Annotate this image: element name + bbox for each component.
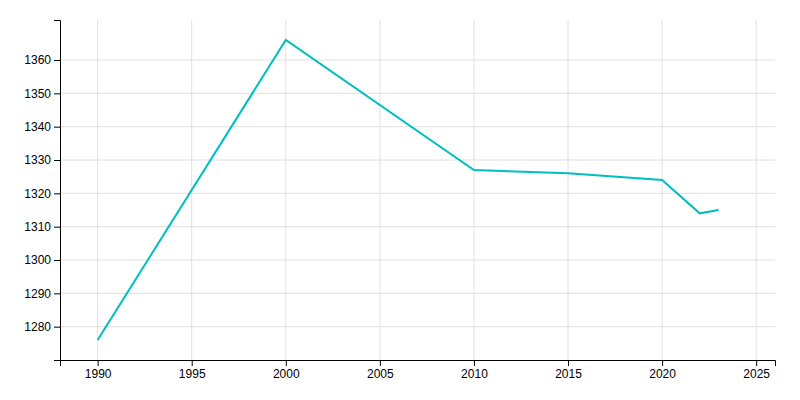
- x-axis: 1990 1995 2000 2005 2010 2015 2020 2025: [61, 360, 776, 381]
- x-tick-label: 2020: [649, 367, 676, 381]
- x-tick: 1995: [179, 360, 206, 381]
- x-tick-mark: [380, 360, 381, 366]
- y-tick: 1300: [24, 253, 60, 267]
- y-tick: 1330: [24, 153, 60, 167]
- y-tick: 1360: [24, 53, 60, 67]
- y-tick-label: 1330: [24, 153, 51, 167]
- x-tick-label: 1990: [85, 367, 112, 381]
- y-tick-label: 1300: [24, 253, 51, 267]
- y-tick: 1340: [24, 120, 60, 134]
- x-tick-mark: [756, 360, 757, 366]
- y-tick-mark: [54, 127, 60, 128]
- x-tick-mark: [474, 360, 475, 366]
- x-grid-line: [756, 20, 757, 360]
- x-tick: 2020: [649, 360, 676, 381]
- y-grid-line: [60, 60, 775, 61]
- y-tick: 1320: [24, 187, 60, 201]
- x-tick-mark: [286, 360, 287, 366]
- y-tick: 1280: [24, 320, 60, 334]
- y-tick-mark: [54, 60, 60, 61]
- y-axis: 1280 1290 1300 1310 1320 1330 1340 1350 1360: [24, 21, 60, 361]
- x-tick: 2015: [555, 360, 582, 381]
- x-tick: 2005: [367, 360, 394, 381]
- x-tick-label: 2010: [461, 367, 488, 381]
- x-tick: 1990: [85, 360, 112, 381]
- marks: [98, 40, 719, 340]
- y-tick-mark: [54, 327, 60, 328]
- plot-area: 1990 1995 2000 2005 2010 2015 2020 2025 1280 1290…: [24, 20, 775, 381]
- y-tick: 1310: [24, 220, 60, 234]
- y-tick-mark: [54, 227, 60, 228]
- y-grid-line: [60, 160, 775, 161]
- x-grid-line: [473, 20, 474, 360]
- x-tick: 2025: [743, 360, 770, 381]
- y-axis-line: [54, 21, 61, 361]
- y-tick-label: 1350: [24, 87, 51, 101]
- y-tick-mark: [54, 293, 60, 294]
- y-tick-label: 1320: [24, 187, 51, 201]
- x-grid-line: [285, 20, 286, 360]
- x-tick-label: 2025: [743, 367, 770, 381]
- x-tick-label: 2000: [273, 367, 300, 381]
- x-tick-label: 2015: [555, 367, 582, 381]
- y-grid-line: [60, 326, 775, 327]
- x-tick: 2010: [461, 360, 488, 381]
- y-tick: 1350: [24, 87, 60, 101]
- y-grid-line: [60, 293, 775, 294]
- x-tick-label: 1995: [179, 367, 206, 381]
- x-grid-line: [662, 20, 663, 360]
- y-grid-line: [60, 93, 775, 94]
- x-axis-line: [61, 361, 776, 367]
- y-tick-label: 1290: [24, 287, 51, 301]
- x-tick-mark: [568, 360, 569, 366]
- x-tick-mark: [98, 360, 99, 366]
- y-tick-mark: [54, 93, 60, 94]
- y-tick-label: 1340: [24, 120, 51, 134]
- x-tick: 2000: [273, 360, 300, 381]
- y-grid-line: [60, 260, 775, 261]
- y-grid-line: [60, 193, 775, 194]
- y-tick-mark: [54, 160, 60, 161]
- x-grid-line: [568, 20, 569, 360]
- y-tick-label: 1310: [24, 220, 51, 234]
- y-tick-label: 1280: [24, 320, 51, 334]
- y-grid-line: [60, 126, 775, 127]
- x-tick-mark: [192, 360, 193, 366]
- x-tick-label: 2005: [367, 367, 394, 381]
- grid: [60, 20, 775, 360]
- line: [98, 40, 719, 340]
- x-grid-line: [379, 20, 380, 360]
- y-tick: 1290: [24, 287, 60, 301]
- y-tick-mark: [54, 260, 60, 261]
- y-tick-mark: [54, 193, 60, 194]
- x-tick-mark: [662, 360, 663, 366]
- x-grid-line: [97, 20, 98, 360]
- y-tick-label: 1360: [24, 53, 51, 67]
- y-grid-line: [60, 226, 775, 227]
- chart: 1990 1995 2000 2005 2010 2015 2020 2025 1280 1290…: [0, 0, 800, 400]
